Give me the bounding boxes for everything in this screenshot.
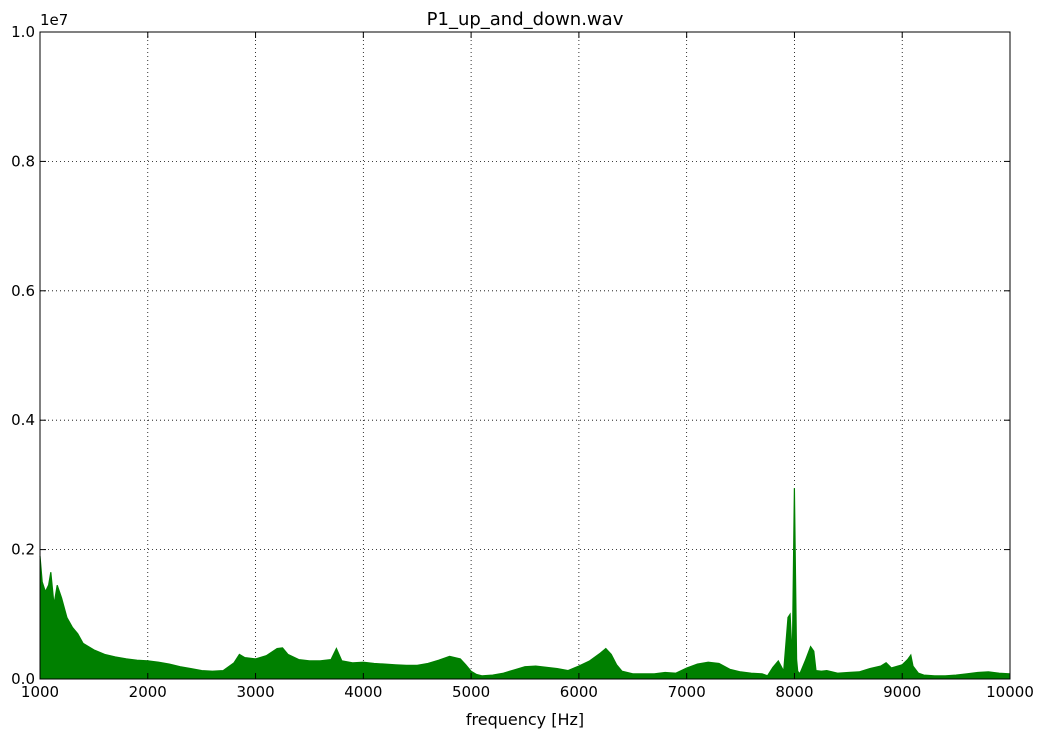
grid-lines bbox=[40, 32, 1010, 679]
chart-title: P1_up_and_down.wav bbox=[427, 9, 624, 30]
y-tick-label-4: 0.8 bbox=[11, 152, 35, 170]
y-tick-label-1: 0.2 bbox=[11, 541, 35, 559]
tick-marks bbox=[39, 31, 1011, 680]
y-tick-label-5: 1.0 bbox=[11, 23, 35, 41]
y-axis-offset-label: 1e7 bbox=[40, 11, 68, 29]
x-tick-label-6: 7000 bbox=[668, 683, 706, 701]
x-tick-label-0: 1000 bbox=[21, 683, 59, 701]
x-tick-labels: 1000 2000 3000 4000 5000 6000 7000 8000 9000 1000… bbox=[21, 683, 1034, 701]
series-line-0 bbox=[39, 488, 1011, 677]
y-tick-label-2: 0.4 bbox=[11, 411, 35, 429]
x-tick-label-5: 6000 bbox=[560, 683, 598, 701]
x-tick-label-9: 10000 bbox=[986, 683, 1034, 701]
plot-frame bbox=[39, 31, 1011, 680]
y-tick-label-0: 0.0 bbox=[11, 670, 35, 688]
x-tick-label-2: 3000 bbox=[236, 683, 274, 701]
x-tick-label-1: 2000 bbox=[129, 683, 167, 701]
x-axis-label: frequency [Hz] bbox=[466, 710, 584, 729]
x-tick-label-4: 5000 bbox=[452, 683, 490, 701]
y-tick-labels: 0.0 0.2 0.4 0.6 0.8 1.0 bbox=[11, 23, 35, 688]
series-layer bbox=[39, 488, 1011, 679]
x-tick-label-3: 4000 bbox=[344, 683, 382, 701]
y-tick-label-3: 0.6 bbox=[11, 282, 35, 300]
x-tick-label-7: 8000 bbox=[775, 683, 813, 701]
x-tick-label-8: 9000 bbox=[883, 683, 921, 701]
